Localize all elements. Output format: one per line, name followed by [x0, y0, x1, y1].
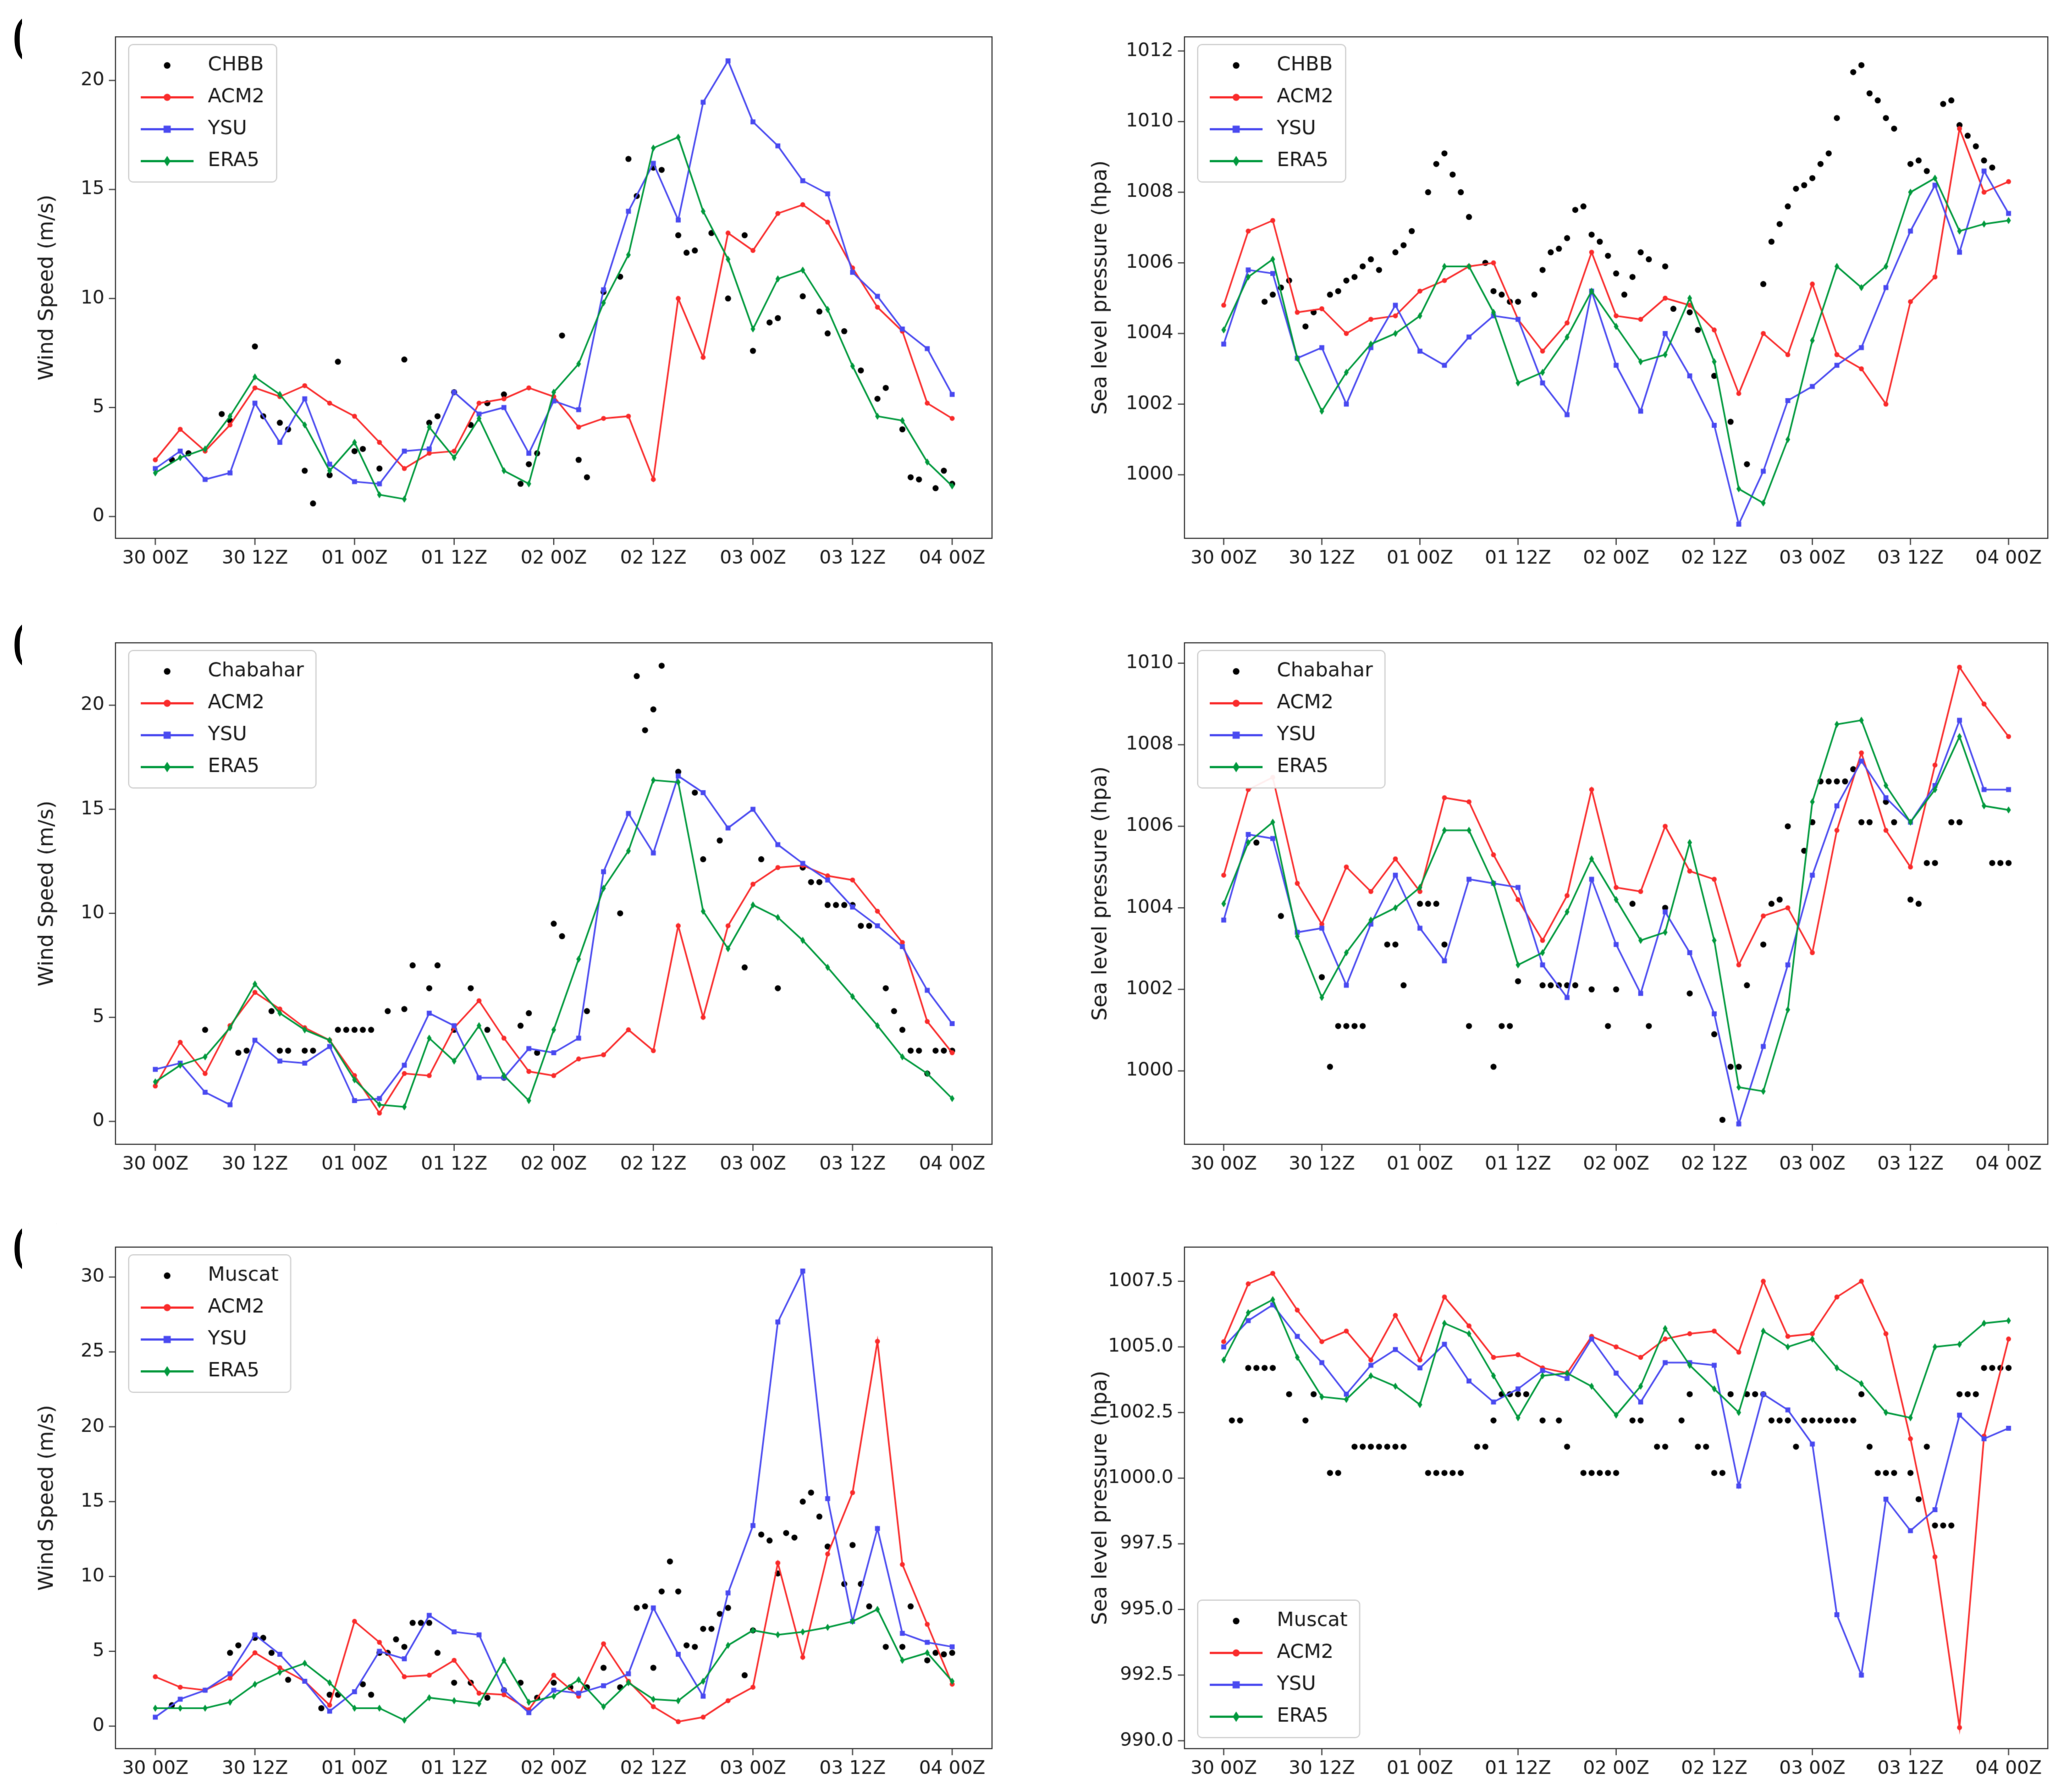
chart-a-sea-level-pressure	[1073, 14, 2063, 575]
chart-a-wind-speed	[22, 14, 1001, 575]
chart-b-sea-level-pressure	[1073, 620, 2063, 1181]
chart-b-wind-speed	[22, 620, 1001, 1181]
chart-c-sea-level-pressure	[1073, 1224, 2063, 1785]
chart-c-wind-speed	[22, 1224, 1001, 1785]
